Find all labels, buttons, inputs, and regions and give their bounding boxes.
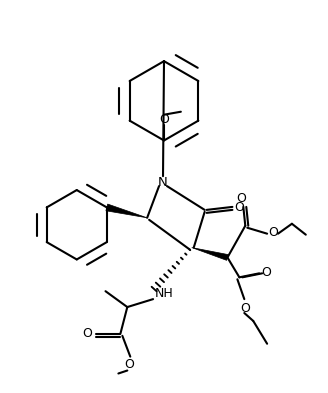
- Text: O: O: [240, 301, 250, 314]
- Text: O: O: [83, 327, 92, 340]
- Text: O: O: [236, 193, 246, 206]
- Text: O: O: [268, 226, 278, 239]
- Text: O: O: [235, 201, 244, 215]
- Text: NH: NH: [154, 286, 174, 300]
- Text: O: O: [261, 266, 271, 279]
- Text: N: N: [158, 176, 168, 189]
- Text: O: O: [124, 358, 134, 371]
- Polygon shape: [106, 204, 147, 218]
- Text: O: O: [159, 113, 169, 126]
- Polygon shape: [192, 248, 228, 260]
